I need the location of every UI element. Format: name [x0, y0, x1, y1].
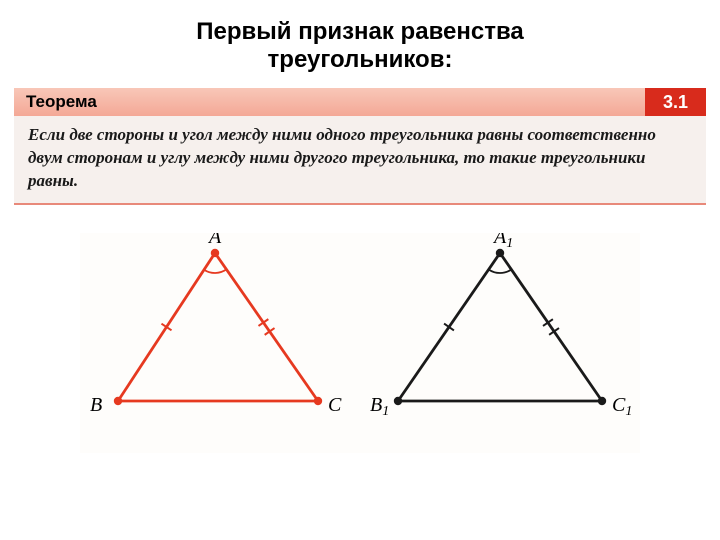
svg-text:B: B: [90, 394, 102, 416]
svg-text:A1: A1: [492, 233, 513, 251]
theorem-number: 3.1: [645, 88, 706, 116]
figure-area: A B C A1 B1 C1: [80, 233, 640, 453]
theorem-label: Теорема: [14, 88, 645, 116]
svg-text:A: A: [207, 233, 222, 248]
title-line2: треугольников:: [268, 46, 453, 73]
theorem-box: Теорема 3.1 Если две стороны и угол межд…: [14, 88, 706, 205]
triangles-figure: A B C A1 B1 C1: [80, 233, 640, 453]
svg-text:B1: B1: [370, 394, 389, 419]
theorem-text: Если две стороны и угол между ними одног…: [14, 116, 706, 205]
page-title: Первый признак равенства треугольников:: [0, 0, 720, 82]
svg-text:C: C: [328, 394, 342, 416]
title-line1: Первый признак равенства: [196, 18, 523, 45]
svg-text:C1: C1: [612, 394, 632, 419]
theorem-header: Теорема 3.1: [14, 88, 706, 116]
